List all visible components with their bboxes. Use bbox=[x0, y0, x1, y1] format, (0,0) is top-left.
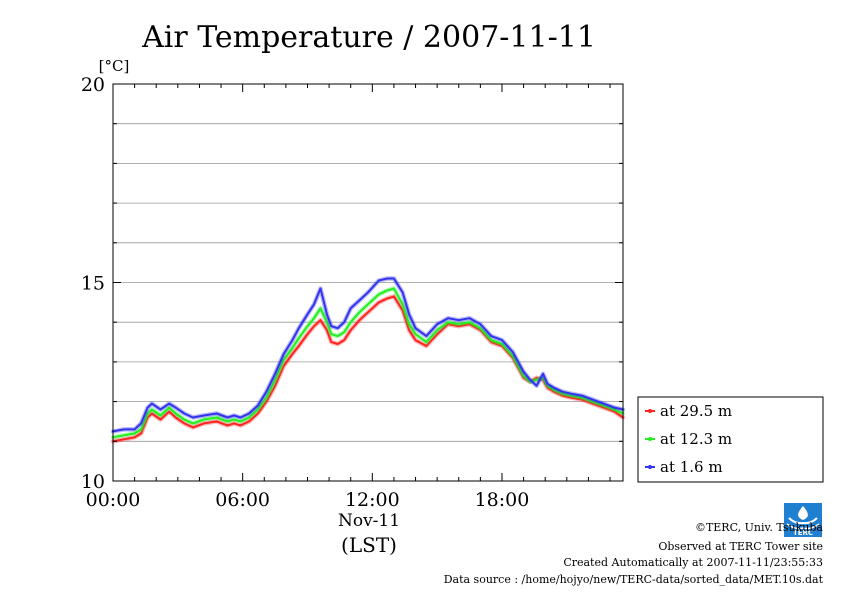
legend-marker bbox=[648, 409, 652, 413]
x-tick-label: 18:00 bbox=[475, 489, 530, 511]
footer-created: Created Automatically at 2007-11-11/23:5… bbox=[563, 556, 823, 569]
footer-observed: Observed at TERC Tower site bbox=[658, 540, 823, 553]
legend: at 29.5 m at 12.3 m at 1.6 m bbox=[645, 402, 732, 476]
logo-text: TERC bbox=[793, 529, 813, 537]
x-tick-label: 06:00 bbox=[215, 489, 270, 511]
x-unit-label: (LST) bbox=[341, 533, 397, 557]
legend-label: at 12.3 m bbox=[660, 430, 732, 448]
x-tick-label: 12:00 bbox=[345, 489, 400, 511]
legend-label: at 29.5 m bbox=[660, 402, 732, 420]
footer-source: Data source : /home/hojyo/new/TERC-data/… bbox=[444, 573, 824, 586]
series-line-1 bbox=[112, 295, 624, 443]
footer-copyright: ©TERC, Univ. Tsukuba bbox=[695, 521, 823, 534]
chart-title: Air Temperature / 2007-11-11 bbox=[141, 20, 596, 55]
x-ticks: 00:00 06:00 12:00 18:00 bbox=[86, 84, 611, 511]
terc-logo: TERC bbox=[784, 503, 822, 537]
legend-marker bbox=[648, 465, 652, 469]
x-date-label: Nov-11 bbox=[338, 511, 400, 531]
legend-box bbox=[637, 396, 824, 483]
x-tick-label: 00:00 bbox=[86, 489, 141, 511]
legend-label: at 1.6 m bbox=[660, 458, 723, 476]
y-tick-label: 10 bbox=[81, 471, 105, 493]
y-tick-label: 15 bbox=[81, 273, 105, 295]
series-layer bbox=[110, 276, 626, 444]
series-line-2 bbox=[112, 287, 624, 439]
series-line-3 bbox=[112, 277, 624, 433]
legend-marker bbox=[648, 437, 652, 441]
y-ticks: 10 15 20 bbox=[81, 74, 623, 493]
grid-lines bbox=[113, 123, 623, 442]
y-axis-label: [°C] bbox=[99, 57, 130, 75]
y-tick-label: 20 bbox=[81, 74, 105, 96]
